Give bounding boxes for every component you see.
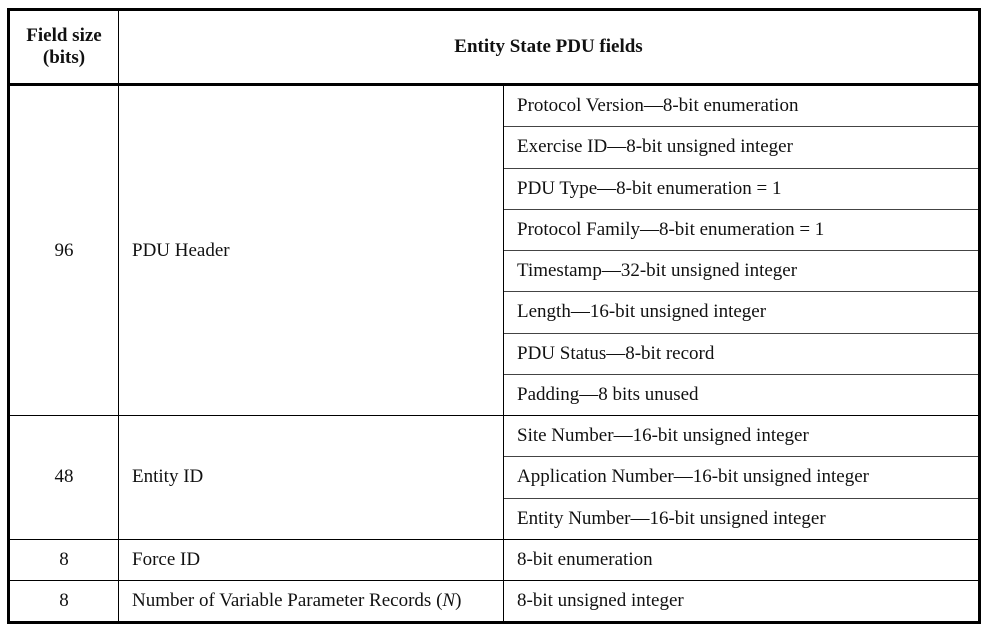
subfield-cell: Padding—8 bits unused xyxy=(503,373,980,416)
field-name-cell: Entity ID xyxy=(118,415,504,540)
header-field-size: Field size (bits) xyxy=(8,9,119,86)
table-row: Length—16-bit unsigned integer xyxy=(9,291,980,333)
table-row: Padding—8 bits unused xyxy=(9,373,980,416)
field-name-prefix: Number of Variable Parameter Records ( xyxy=(132,590,443,612)
table-row: Exercise ID—8-bit unsigned integer xyxy=(9,126,980,168)
subfield-cell: 8-bit unsigned integer xyxy=(503,579,980,623)
subfield-cell: Site Number—16-bit unsigned integer xyxy=(503,414,980,457)
field-size-cell: 96 xyxy=(8,84,119,416)
subfield-cell: Application Number—16-bit unsigned integ… xyxy=(503,456,980,498)
subfield-cell: PDU Type—8-bit enumeration = 1 xyxy=(503,167,980,210)
field-size-cell: 8 xyxy=(8,538,119,581)
table-row: 96 PDU Header Protocol Version—8-bit enu… xyxy=(8,84,980,416)
table-row: 48 Entity ID Site Number—16-bit unsigned… xyxy=(8,414,980,540)
table-row: Application Number—16-bit unsigned integ… xyxy=(9,456,980,498)
subfield-cell: Protocol Family—8-bit enumeration = 1 xyxy=(503,208,980,251)
table-row: 8 Force ID 8-bit enumeration xyxy=(8,538,980,581)
table-row: Timestamp—32-bit unsigned integer xyxy=(9,249,980,292)
field-size-cell: 8 xyxy=(8,579,119,623)
table-row: PDU Type—8-bit enumeration = 1 xyxy=(9,167,980,210)
header-entity-state-pdu-fields: Entity State PDU fields xyxy=(118,9,980,86)
field-name-variable: N xyxy=(442,590,456,612)
field-size-cell: 48 xyxy=(8,415,119,540)
subfield-cell: Protocol Version—8-bit enumeration xyxy=(503,84,980,127)
entity-state-pdu-table: Field size (bits) Entity State PDU field… xyxy=(7,8,981,625)
table-row: 8 Number of Variable Parameter Records (… xyxy=(8,579,980,623)
field-name-suffix: ) xyxy=(455,590,462,612)
subfield-cell: Length—16-bit unsigned integer xyxy=(503,291,980,333)
table-row: Entity Number—16-bit unsigned integer xyxy=(9,497,980,540)
table-row: Protocol Family—8-bit enumeration = 1 xyxy=(9,208,980,251)
subfield-cell: Timestamp—32-bit unsigned integer xyxy=(503,249,980,292)
subfield-cell: Exercise ID—8-bit unsigned integer xyxy=(503,126,980,168)
table-row: PDU Status—8-bit record xyxy=(9,332,980,375)
field-name-cell: Number of Variable Parameter Records (N) xyxy=(118,579,504,623)
field-name-cell: Force ID xyxy=(118,538,504,581)
field-name-cell: PDU Header xyxy=(132,239,230,261)
subfield-cell: PDU Status—8-bit record xyxy=(503,332,980,375)
subfield-cell: 8-bit enumeration xyxy=(503,538,980,581)
subfield-cell: Entity Number—16-bit unsigned integer xyxy=(503,497,980,540)
table-header-row: Field size (bits) Entity State PDU field… xyxy=(8,9,980,86)
